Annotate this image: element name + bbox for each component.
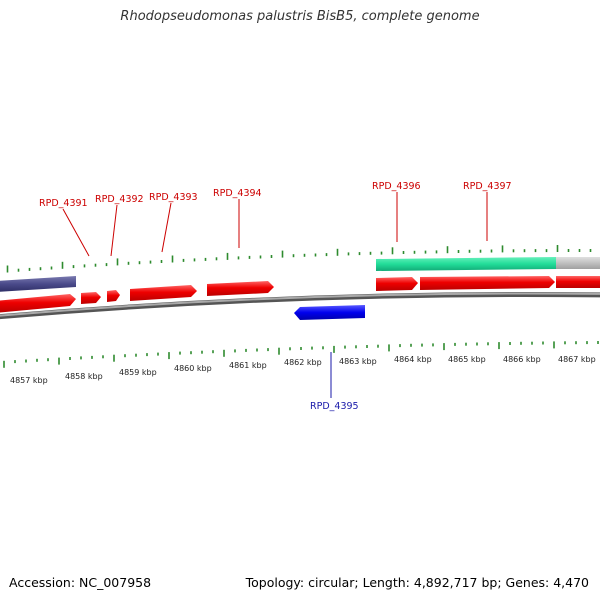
scale-label: 4858 kbp [65,372,103,381]
gene-label-rpd-4391[interactable]: RPD_4391 [39,198,88,209]
scale-label: 4861 kbp [229,361,267,370]
gene-label-rpd-4397[interactable]: RPD_4397 [463,181,512,192]
genome-backbone [0,291,600,320]
genome-summary-text: Topology: circular; Length: 4,892,717 bp… [245,575,589,590]
scale-label: 4864 kbp [394,355,432,364]
gene-rpd-4391[interactable] [81,292,101,304]
gene-rpd-4393[interactable] [130,285,197,301]
gene-rpd-4397[interactable] [420,276,555,290]
scale-label: 4866 kbp [503,355,541,364]
gene-label-rpd-4396[interactable]: RPD_4396 [372,181,421,192]
scale-label: 4857 kbp [10,376,48,385]
gene-label-rpd-4392[interactable]: RPD_4392 [95,194,144,205]
gene-label-rpd-4395[interactable]: RPD_4395 [310,401,359,412]
scale-label: 4863 kbp [339,357,377,366]
gene-labels: RPD_4391 RPD_4392 RPD_4393 RPD_4394 RPD_… [39,181,512,412]
scale-label: 4860 kbp [174,364,212,373]
gene-label-rpd-4393[interactable]: RPD_4393 [149,192,198,203]
gene-label-rpd-4394[interactable]: RPD_4394 [213,188,262,199]
gene-rpd-4394[interactable] [207,281,274,296]
scale-label: 4862 kbp [284,358,322,367]
feature-green [376,257,556,271]
gene-callout-lines [62,192,488,398]
scale-labels: 4857 kbp 4858 kbp 4859 kbp 4860 kbp 4861… [10,355,596,385]
gene-rpd-4390[interactable] [0,294,76,313]
accession-text: Accession: NC_007958 [9,575,152,590]
genome-title: Rhodopseudomonas palustris BisB5, comple… [120,9,480,24]
feature-purple [0,276,76,292]
gene-rpd-4398[interactable] [556,276,600,288]
gene-rpd-4396[interactable] [376,277,418,291]
scale-label: 4865 kbp [448,355,486,364]
forward-tick-track [6,245,592,273]
feature-gray [556,257,600,269]
scale-label: 4867 kbp [558,355,596,364]
gene-rpd-4392[interactable] [107,290,120,302]
scale-tick-track [3,341,599,368]
genome-backbone-highlight [0,292,600,317]
gene-rpd-4395[interactable] [294,305,365,320]
scale-label: 4859 kbp [119,368,157,377]
